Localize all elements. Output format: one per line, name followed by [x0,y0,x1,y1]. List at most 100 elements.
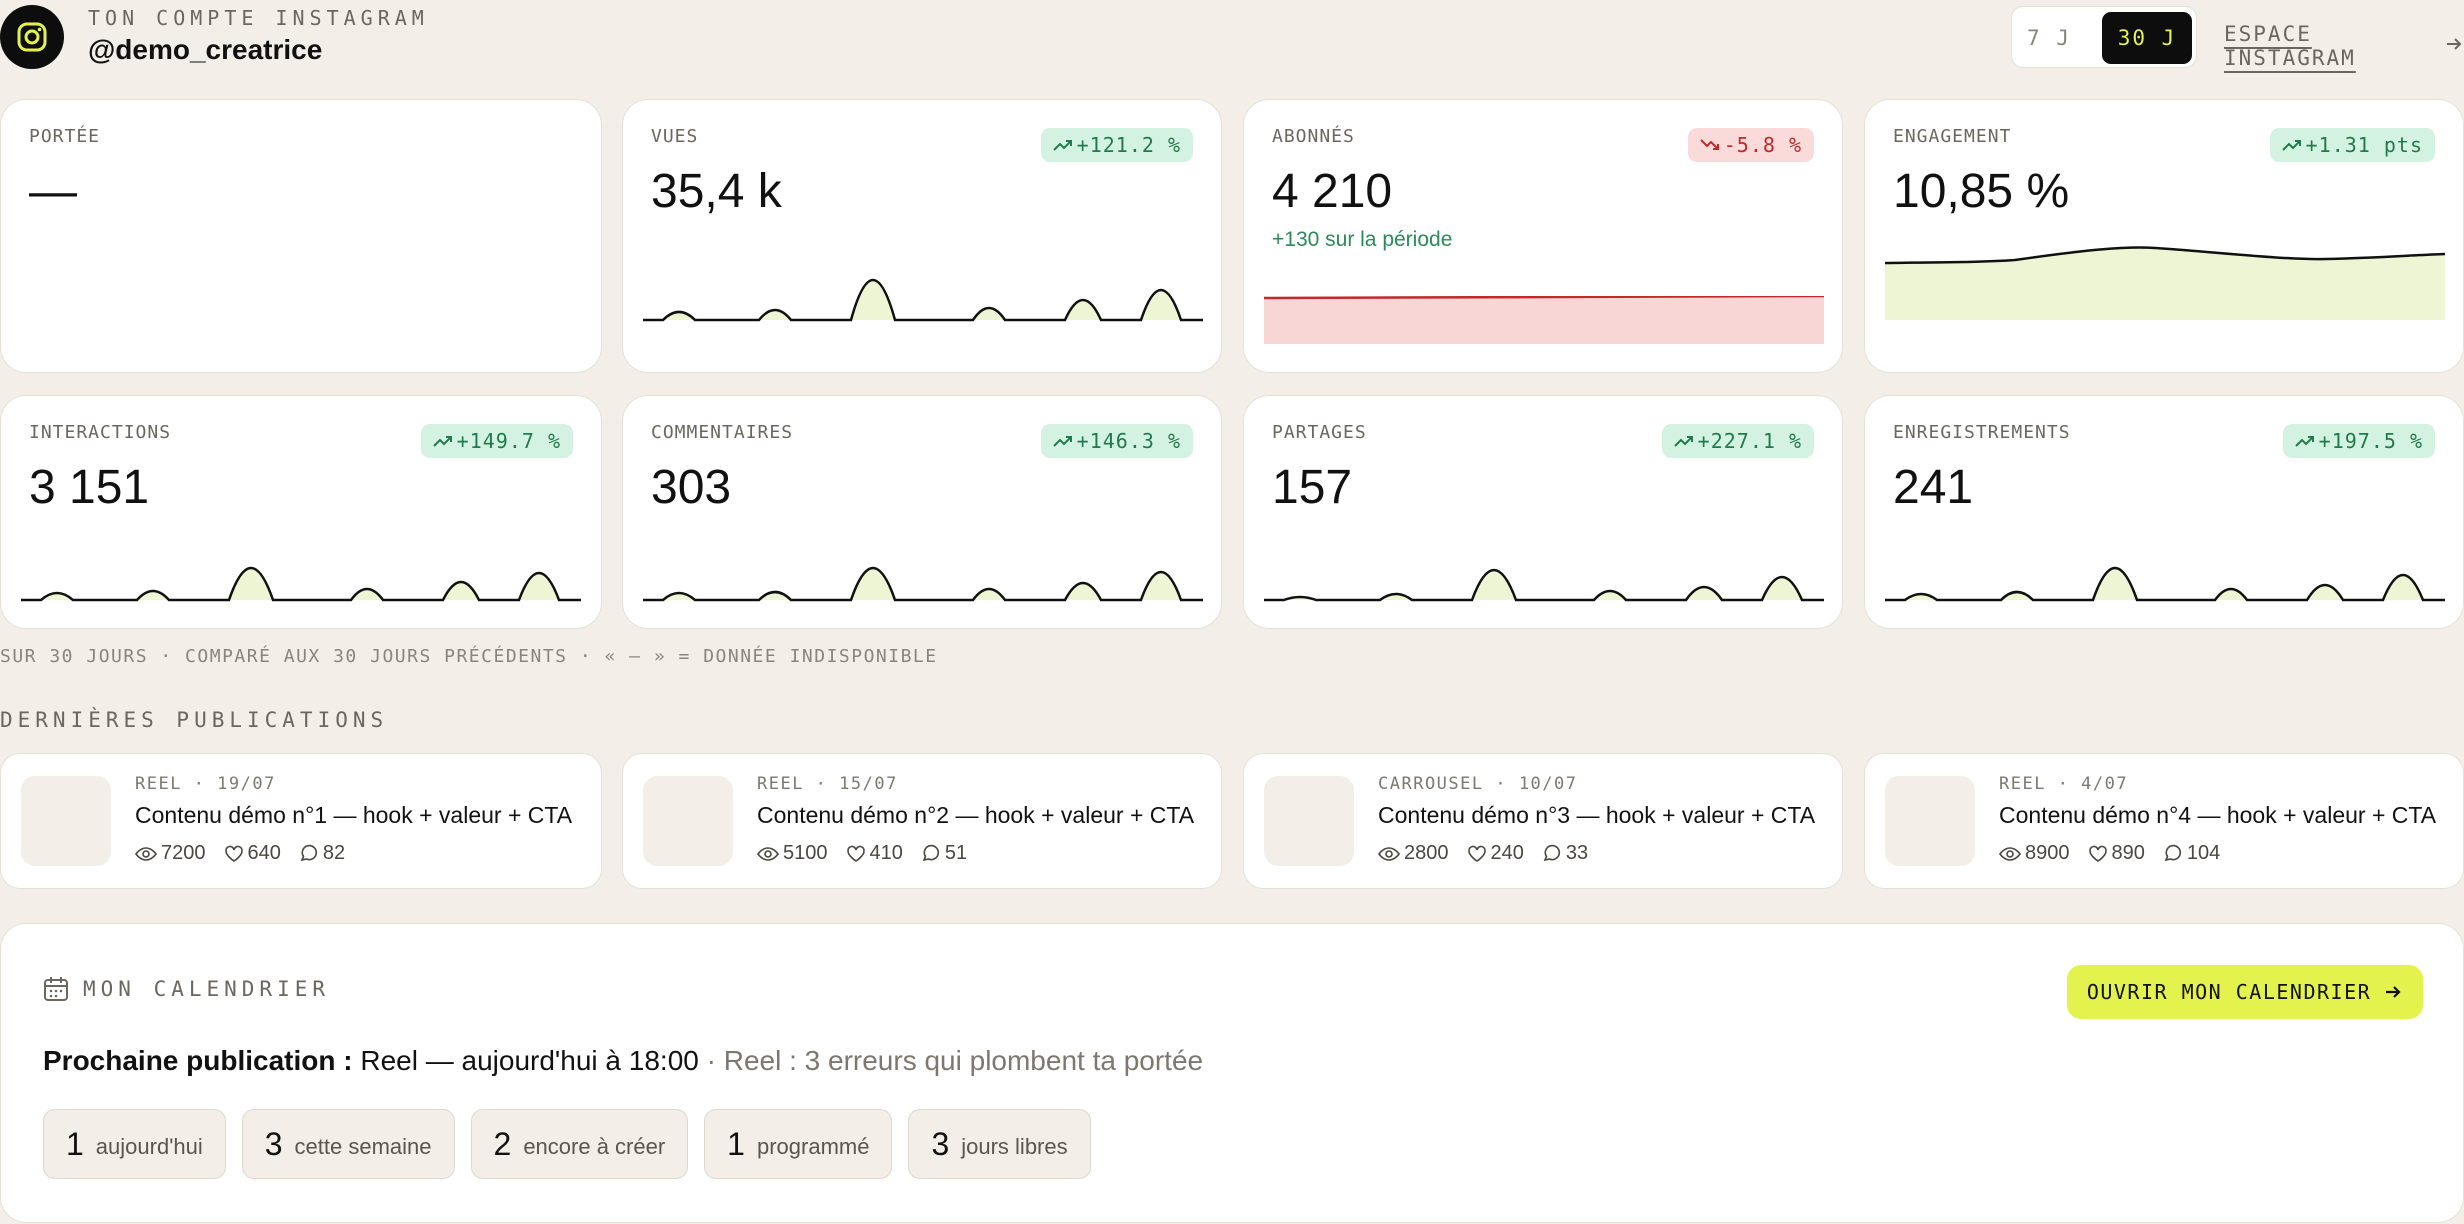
post-likes: 410 [869,842,903,864]
heart-icon [1467,845,1486,862]
next-publication: Prochaine publication : Reel — aujourd'h… [43,1045,1203,1077]
post-views: 7200 [161,842,206,864]
period-7d-button[interactable]: 7 J [2027,26,2071,50]
post-meta: REEL · 15/07 [757,774,898,794]
stat-number: 2 [493,1125,512,1162]
header-kicker: TON COMPTE INSTAGRAM [88,6,429,30]
post-stats: 8900 890 104 [1999,842,2220,865]
posts-section-title: DERNIÈRES PUBLICATIONS [0,708,389,732]
kpi-sparkline [1264,568,1824,602]
kpi-delta: -5.8 % [1723,133,1802,157]
kpi-label: ENGAGEMENT [1893,126,2012,147]
post-likes: 890 [2111,842,2145,864]
comment-icon [300,844,317,861]
kpi-delta: +197.5 % [2318,429,2423,453]
post-stats: 5100 410 51 [757,842,967,865]
stat-pill-scheduled[interactable]: 1 programmé [704,1109,893,1179]
kpi-delta-badge: +121.2 % [1040,128,1193,162]
calendar-stats: 1 aujourd'hui 3 cette semaine 2 encore à… [43,1109,1091,1179]
post-comments: 33 [1565,842,1589,864]
trend-up-icon [432,436,452,447]
kpi-value: 241 [1893,461,1974,514]
kpi-card-followers: ABONNÉS -5.8 % 4 210 +130 sur la période [1243,99,1843,373]
stat-pill-to-create[interactable]: 2 encore à créer [470,1109,689,1179]
post-comments: 51 [944,842,968,864]
stat-pill-free-days[interactable]: 3 jours libres [908,1109,1091,1179]
kpi-card-views: VUES +121.2 % 35,4 k [622,99,1222,373]
trend-down-icon [1700,139,1719,150]
post-comments: 82 [322,842,346,864]
kpi-card-comments: COMMENTAIRES +146.3 % 303 [622,395,1222,629]
stat-label: cette semaine [294,1134,432,1159]
eye-icon [135,846,157,861]
post-title: Contenu démo n°3 — hook + valeur + CTA [1378,802,1816,828]
kpi-label: VUES [651,126,699,147]
kpi-label: PARTAGES [1272,422,1367,443]
kpi-label: ABONNÉS [1272,126,1355,147]
instagram-icon [0,5,64,69]
open-calendar-button[interactable]: OUVRIR MON CALENDRIER [2067,965,2423,1019]
post-views: 2800 [1404,842,1449,864]
account-handle: @demo_creatrice [88,34,323,65]
kpi-delta: +121.2 % [1076,133,1181,157]
account-header: TON COMPTE INSTAGRAM @demo_creatrice 7 J… [0,0,2464,80]
post-views: 8900 [2025,842,2070,864]
stat-pill-week[interactable]: 3 cette semaine [241,1109,455,1179]
kpi-value: 3 151 [29,461,150,514]
kpi-value: 157 [1272,461,1353,514]
trend-up-icon [1052,436,1072,447]
trend-up-icon [1052,140,1072,151]
stat-label: jours libres [961,1134,1068,1159]
post-card[interactable]: REEL · 19/07 Contenu démo n°1 — hook + v… [0,753,602,889]
arrow-right-icon [2386,986,2401,998]
post-thumbnail [1264,776,1354,866]
kpi-card-engagement: ENGAGEMENT +1.31 pts 10,85 % [1864,99,2464,373]
post-comments: 104 [2186,842,2221,864]
stat-number: 1 [66,1125,84,1162]
espace-instagram-link[interactable]: ESPACE INSTAGRAM [2224,22,2464,70]
period-30d-button[interactable]: 30 J [2102,12,2192,64]
kpi-value: 10,85 % [1893,165,2070,218]
kpi-sparkline [643,278,1203,322]
post-title: Contenu démo n°4 — hook + valeur + CTA [1999,802,2437,828]
calendar-title: MON CALENDRIER [83,977,331,1001]
post-meta: CARROUSEL · 10/07 [1378,774,1578,794]
eye-icon [757,846,779,861]
stat-pill-today[interactable]: 1 aujourd'hui [43,1109,226,1179]
post-title: Contenu démo n°2 — hook + valeur + CTA [757,802,1195,828]
post-views: 5100 [783,842,828,864]
period-toggle: 7 J 30 J [2011,6,2197,68]
calendar-header: MON CALENDRIER [43,976,330,1002]
comment-icon [922,844,939,861]
kpi-label: COMMENTAIRES [651,422,794,443]
kpi-card-shares: PARTAGES +227.1 % 157 [1243,395,1843,629]
kpi-label: INTERACTIONS [29,422,172,443]
kpi-sparkline [643,567,1203,602]
heart-icon [224,845,243,862]
kpi-value: — [29,165,77,218]
stat-label: encore à créer [523,1134,666,1159]
trend-up-icon [1673,436,1693,447]
trend-up-icon [2294,436,2314,447]
kpi-sparkline [1885,246,2445,320]
post-card[interactable]: CARROUSEL · 10/07 Contenu démo n°3 — hoo… [1243,753,1843,889]
calendar-icon [44,977,68,1001]
kpi-value: 303 [651,461,732,514]
post-thumbnail [21,776,111,866]
trend-up-icon [2281,140,2301,151]
kpi-delta: +149.7 % [456,429,561,453]
post-card[interactable]: REEL · 4/07 Contenu démo n°4 — hook + va… [1864,753,2464,889]
kpi-card-reach: PORTÉE — [0,99,602,373]
stat-label: aujourd'hui [95,1134,203,1159]
arrow-right-icon [2444,34,2464,59]
stat-number: 1 [727,1125,745,1162]
post-likes: 640 [247,842,281,864]
eye-icon [1378,846,1400,861]
open-calendar-label: OUVRIR MON CALENDRIER [2086,980,2372,1004]
heart-icon [846,845,865,862]
heart-icon [2088,845,2107,862]
kpi-sparkline [21,567,581,602]
kpi-delta-badge: +149.7 % [420,424,573,458]
post-card[interactable]: REEL · 15/07 Contenu démo n°2 — hook + v… [622,753,1222,889]
kpi-delta: +1.31 pts [2305,133,2423,157]
